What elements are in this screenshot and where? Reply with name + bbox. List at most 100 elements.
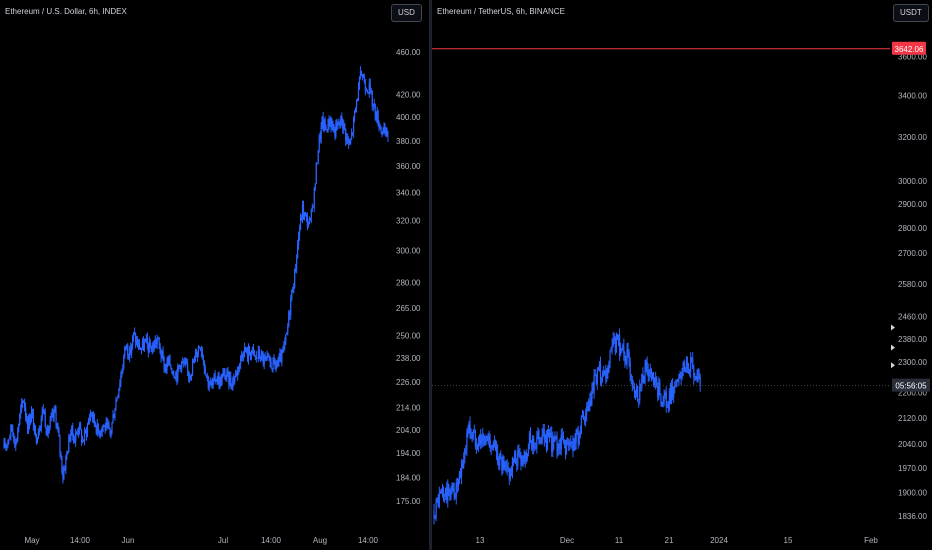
candle-body: [632, 386, 634, 388]
candle-body: [176, 372, 178, 381]
candle-body: [46, 427, 48, 435]
candle-body: [456, 482, 458, 487]
candle-body: [361, 75, 364, 78]
candle-body: [29, 419, 32, 425]
candle-body: [385, 129, 387, 134]
right-chart-pane[interactable]: Ethereum / TetherUS, 6h, BINANCE USDT 36…: [432, 0, 932, 550]
candle-body: [679, 374, 681, 378]
candle-body: [684, 367, 686, 372]
candle-body: [551, 434, 553, 452]
y-tick-label: 1900.00: [898, 489, 927, 498]
candle-body: [123, 356, 125, 368]
candle-body: [224, 370, 226, 380]
candle-body: [36, 438, 38, 443]
candle-body: [324, 120, 326, 128]
candle-body: [608, 362, 610, 373]
candle-body: [17, 431, 19, 440]
candle-body: [370, 90, 372, 92]
candle-body: [167, 361, 169, 363]
candle-body: [48, 427, 50, 434]
candle-body: [487, 436, 489, 441]
candle-body: [228, 371, 230, 385]
candle-body: [130, 348, 132, 353]
candle-body: [674, 385, 676, 387]
candle-body: [664, 392, 666, 396]
candle-body: [561, 434, 563, 436]
candle-body: [343, 123, 345, 129]
candle-body: [270, 362, 272, 369]
candle-body: [577, 432, 579, 444]
candle-body: [242, 356, 244, 358]
y-tick-label: 280.00: [396, 279, 421, 288]
candle-body: [467, 430, 469, 433]
candle-body: [286, 332, 288, 335]
candle-body: [668, 390, 671, 404]
candle-body: [640, 384, 642, 386]
candle-body: [695, 376, 697, 379]
candle-body: [217, 376, 219, 382]
candle-body: [13, 433, 15, 442]
candle-body: [575, 429, 577, 443]
candle-body: [607, 367, 609, 373]
candle-body: [65, 455, 67, 470]
candle-body: [644, 364, 646, 383]
candle-body: [322, 116, 324, 129]
y-tick-label: 2200.00: [898, 389, 927, 398]
candle-body: [204, 368, 206, 376]
x-tick-label: 11: [615, 536, 624, 545]
candle-body: [148, 342, 150, 353]
candle-body: [369, 83, 371, 91]
candle-body: [64, 469, 66, 471]
candle-body: [230, 376, 232, 385]
candle-body: [376, 111, 378, 121]
candle-body: [694, 376, 696, 378]
candle-body: [20, 408, 22, 414]
candle-body: [447, 484, 449, 501]
candle-body: [49, 419, 51, 428]
candle-body: [435, 499, 437, 518]
candle-body: [634, 391, 637, 395]
candle-body: [197, 347, 200, 354]
candle-body: [172, 373, 174, 375]
candle-body: [25, 415, 28, 422]
candle-body: [357, 84, 360, 100]
left-currency-button[interactable]: USD: [391, 4, 422, 22]
candle-body: [670, 385, 673, 402]
candle-body: [219, 378, 221, 387]
candle-body: [477, 440, 480, 449]
candle-body: [128, 355, 130, 359]
candle-body: [510, 469, 513, 472]
candle-body: [550, 432, 552, 435]
candle-body: [362, 77, 364, 79]
candle-body: [544, 435, 546, 440]
candle-body: [4, 442, 6, 448]
candle-body: [67, 452, 69, 454]
right-price-chart[interactable]: 3600.00 3400.00 3200.00 3000.00 2900.00 2800.…: [432, 0, 932, 550]
candle-body: [19, 413, 21, 425]
right-currency-button[interactable]: USDT: [893, 4, 929, 22]
candle-body: [248, 348, 251, 355]
candle-body: [546, 431, 549, 450]
candle-body: [468, 423, 470, 431]
left-chart-pane[interactable]: Ethereum / U.S. Dollar, 6h, INDEX USD 46…: [0, 0, 429, 550]
candle-body: [274, 359, 276, 365]
candle-body: [41, 409, 43, 418]
left-price-chart[interactable]: 460.00 420.00 400.00 380.00 360.00 340.00 320.…: [0, 0, 429, 550]
candle-body: [616, 333, 619, 340]
candle-body: [541, 434, 543, 443]
countdown-label: 05:56:05: [895, 382, 927, 391]
candle-body: [227, 371, 229, 373]
candle-body: [341, 115, 343, 123]
pane-divider[interactable]: [429, 0, 432, 550]
candle-body: [384, 126, 386, 134]
candle-body: [83, 430, 86, 442]
candle-body: [210, 380, 212, 383]
candle-body: [605, 370, 607, 378]
candle-body: [297, 236, 300, 245]
candle-body: [114, 410, 116, 418]
candle-body: [131, 346, 133, 353]
candle-body: [321, 116, 323, 126]
candle-body: [603, 371, 605, 375]
candle-body: [77, 432, 79, 434]
candle-body: [118, 388, 120, 397]
